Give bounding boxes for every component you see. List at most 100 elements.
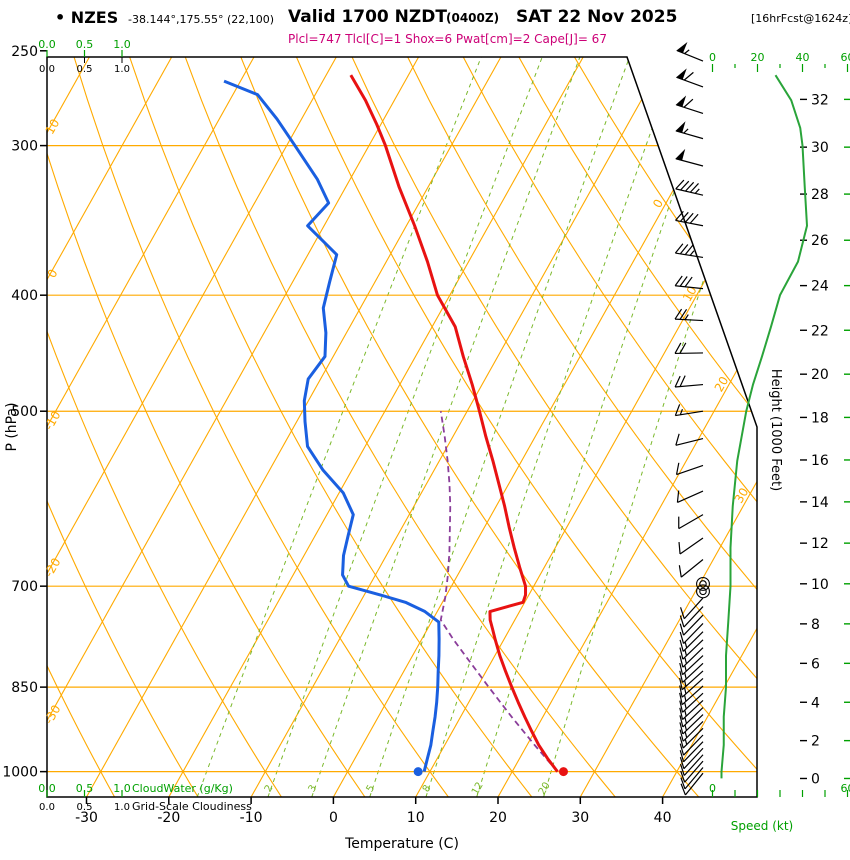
isotherm-label-right: 10 [680,284,700,304]
temp-axis-title: Temperature (C) [344,836,459,852]
dewpoint-surface-dot [413,767,423,777]
calm-circle [699,587,707,596]
speed-scale-bottom: 0 [709,782,716,795]
temp-tick-label: -30 [75,810,98,826]
wind-barb [679,754,704,776]
isotherm-line [47,57,337,797]
dry-adiabat-line [71,57,449,797]
height-tick-label: 22 [811,323,829,339]
station-id: • NZES [55,8,119,27]
dry-adiabat-line [47,57,282,797]
wind-barb [679,662,704,683]
pressure-tick-label: 700 [11,579,38,595]
isotherm-label-right: 20 [712,374,732,394]
wind-barb [679,727,704,749]
isotherm-line [47,57,255,797]
wind-barb [674,243,704,259]
wind-barb [678,514,704,530]
mixratio-label: 5 [365,783,378,794]
wind-speed-curve [720,74,809,779]
speed-scale-top: 40 [796,51,810,64]
wind-barb-flag [675,148,686,161]
pressure-tick-label: 400 [11,288,38,304]
temp-tick-label: 0 [329,810,338,826]
cloudiness-axis-title: Grid-Scale Cloudiness [132,800,252,813]
height-tick-label: 10 [811,577,829,593]
dry-adiabat-line [182,57,616,797]
isotherm-line [168,57,584,797]
speed-scale-bottom: 60 [841,782,850,795]
wind-barb [679,734,704,756]
height-tick-label: 24 [811,279,829,295]
cloudiness-scale-bottom: 0.5 [77,802,93,813]
traces-layer [223,74,559,773]
dry-adiabat-line [293,57,757,797]
height-tick-label: 8 [811,617,820,633]
mixing-ratio-line [369,57,633,797]
mixratio-label: 12 [470,780,486,797]
temp-tick-label: 40 [654,810,672,826]
mixratio-label: 8 [421,783,434,794]
station-coords: -38.144°,175.55° (22,100) [128,13,275,26]
wind-barb [680,767,704,790]
wind-barb [674,404,704,417]
isotherm-label-left: -20 [42,556,64,580]
pressure-tick-label: 500 [11,404,38,420]
cloudwater-scale-top: 1.0 [113,38,131,51]
cloudwater-scale-top: 0.0 [38,38,56,51]
wind-barb [676,490,704,504]
isotherm-label-left: -10 [42,409,64,433]
dry-adiabat-line [47,57,116,797]
wind-barb-flag [675,68,687,80]
wind-barb [679,707,704,728]
dry-adiabat-line [404,57,757,797]
wind-barb-flag [675,95,687,108]
wind-barb [680,772,704,796]
height-tick-label: 20 [811,367,829,383]
cloudwater-scale-bottom: 1.0 [113,782,131,795]
plot-border [46,56,758,798]
temperature-trace [349,74,559,773]
cloudiness-scale-top: 0.0 [39,64,55,75]
isotherm-line [86,57,502,797]
wind-barb [679,678,704,698]
wind-barb [675,179,704,196]
wind-barb [679,699,704,720]
temp-tick-label: -10 [240,810,263,826]
dry-adiabat-line [348,57,757,797]
speed-scale-top: 20 [751,51,765,64]
cloudiness-scale-bottom: 1.0 [114,802,130,813]
height-tick-label: 16 [811,453,829,469]
wind-barb [679,639,704,660]
height-tick-label: 30 [811,140,829,156]
wind-barb [679,692,704,713]
wind-barb-flag [676,41,688,54]
height-tick-label: 4 [811,695,820,711]
height-tick-label: 0 [811,771,820,787]
height-tick-label: 12 [811,536,829,552]
isotherm-label-left: -30 [42,702,64,726]
wind-barb [675,462,704,476]
cloudiness-scale-top: 1.0 [114,64,130,75]
wind-barb [679,606,704,628]
dry-adiabat-line [514,57,757,797]
mixratio-label: 20 [537,780,553,797]
height-tick-label: 32 [811,92,829,108]
height-tick-label: 14 [811,495,829,511]
isotherm-line [47,57,173,797]
speed-scale-top: 0 [709,51,716,64]
calm-circle [699,580,707,588]
height-axis-title: Height (1000 Feet) [768,369,783,491]
isotherm-line [47,57,420,797]
cloudiness-scale-bottom: 0.0 [39,802,55,813]
height-tick-label: 6 [811,656,820,672]
mixing-ratio-line [425,57,681,797]
wind-barb [679,597,704,620]
dry-adiabat-line [47,57,366,797]
wind-barb-flag [675,121,686,134]
speed-axis-title: Speed (kt) [731,819,793,833]
dry-adiabat-line [47,57,199,797]
wind-barb [679,670,704,691]
